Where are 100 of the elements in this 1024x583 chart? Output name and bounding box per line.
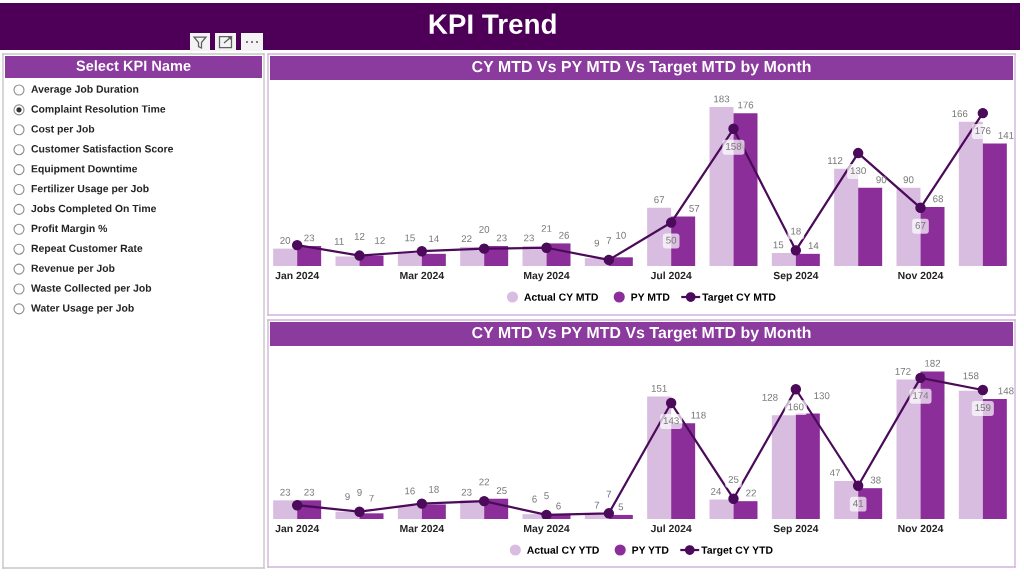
point [790,384,802,395]
x-tick-label: Sep 2024 [773,271,819,282]
point [915,372,926,384]
x-tick-label: Nov 2024 [898,271,944,280]
point [977,107,989,119]
legend-label: Target CY MTD [702,293,776,303]
data-label: 23 [496,234,507,242]
data-label: 11 [334,238,344,245]
data-label: 16 [405,487,415,495]
data-label: 166 [952,110,968,118]
point [416,246,428,257]
data-label: 41 [852,500,864,507]
category-label: Repeat Customer Rate [31,244,143,255]
chart-title: CY MTD Vs PY MTD Vs Target MTD by Month [472,60,811,76]
data-label: 12 [354,232,365,240]
point [416,498,428,509]
data-label: 158 [726,142,742,150]
data-label: 7 [369,494,374,502]
bar [771,252,796,266]
chart-title: CY MTD Vs PY MTD Vs Target MTD by Month [472,326,811,342]
category-label: Average Job Duration [31,85,139,95]
data-label: 23 [304,488,315,496]
data-label: 9 [345,493,350,501]
data-label: 143 [663,417,679,425]
point [541,242,552,253]
data-label: 118 [691,411,706,419]
data-label: 141 [998,132,1014,139]
bar [671,423,696,519]
data-label: 7 [594,501,600,509]
point [915,202,926,214]
data-label: 130 [814,392,830,400]
point [354,506,365,517]
data-label: 14 [808,242,819,250]
category-label: Complaint Resolution Time [31,105,166,115]
data-label: 5 [544,492,549,500]
x-tick-label: May 2024 [524,271,570,282]
data-label: 112 [828,157,843,164]
category-label: Equipment Downtime [31,164,138,175]
point [665,397,677,409]
data-label: 160 [788,403,804,411]
legend-label: Actual CY MTD [524,293,598,301]
x-tick-label: Nov 2024 [898,524,944,533]
data-label: 25 [496,487,507,495]
data-label: 90 [903,176,914,184]
category-label: Jobs Completed On Time [31,204,157,215]
data-label: 23 [461,488,472,496]
bar [858,187,883,266]
data-label: 7 [606,490,612,498]
legend-label: PY YTD [632,546,669,554]
data-label: 90 [876,176,887,184]
point [665,217,677,228]
bar [709,499,734,519]
data-label: 9 [594,239,600,247]
data-label: 9 [357,489,362,496]
point [728,123,739,134]
data-label: 128 [762,393,778,401]
point [852,147,864,159]
bar [397,506,422,519]
bar [359,513,384,519]
data-label: 21 [541,225,552,232]
data-label: 176 [738,101,754,109]
x-tick-label: Mar 2024 [400,524,445,533]
data-label: 151 [651,385,667,392]
data-label: 7 [606,237,612,245]
data-label: 15 [405,234,415,242]
data-label: 18 [791,227,801,235]
point [603,508,615,519]
x-tick-label: Jul 2024 [650,524,692,533]
bar [421,504,446,519]
x-tick-label: Mar 2024 [400,271,445,280]
data-label: 22 [461,235,472,243]
data-label: 23 [280,488,291,496]
data-label: 50 [666,236,677,244]
data-label: 12 [375,237,385,244]
point [291,500,303,511]
x-tick-label: Jan 2024 [275,524,320,533]
point [354,250,365,261]
point [728,493,739,504]
category-label: Cost per Job [31,124,95,135]
bar [795,413,820,519]
bar [982,143,1007,266]
data-label: 172 [895,367,911,375]
data-label: 176 [975,127,991,135]
category-label: Revenue per Job [31,264,115,274]
point [790,245,802,256]
data-label: 57 [689,205,700,212]
bar [771,415,796,519]
point [977,384,989,396]
category-label: Fertilizer Usage per Job [31,184,149,195]
data-label: 15 [773,241,784,249]
data-label: 14 [429,235,439,243]
category-label: Water Usage per Job [31,304,134,314]
data-label: 20 [479,225,490,233]
data-label: 148 [998,387,1014,395]
point [478,495,490,507]
legend-label: PY MTD [631,293,670,301]
data-label: 68 [933,195,944,203]
point [541,509,552,519]
x-tick-label: May 2024 [524,524,570,535]
data-label: 174 [913,392,929,399]
